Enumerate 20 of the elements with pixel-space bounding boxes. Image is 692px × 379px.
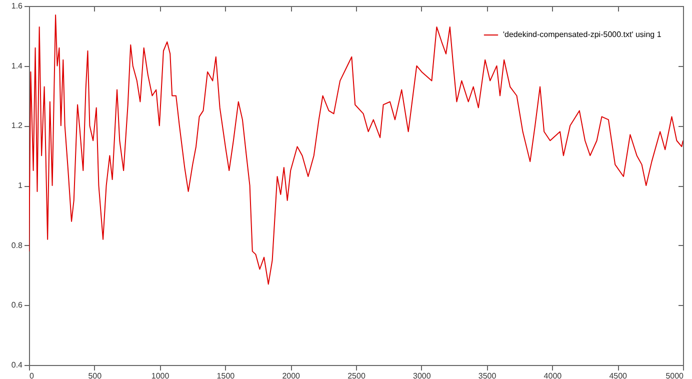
x-tick-label: 4500 <box>609 372 628 379</box>
y-tick-label: 1.6 <box>11 2 24 10</box>
x-tick-label: 2000 <box>282 372 301 379</box>
legend-label: 'dedekind-compensated-zpi-5000.txt' using 1 <box>503 30 662 39</box>
x-tick-label: 0 <box>30 372 34 379</box>
x-tick-label: 3000 <box>413 372 432 379</box>
x-tick-label: 4000 <box>544 372 562 379</box>
x-tick-label: 2500 <box>348 372 366 379</box>
y-tick-label: 1 <box>18 181 24 190</box>
y-tick-label: 0.4 <box>11 360 24 370</box>
x-tick-label: 500 <box>88 372 102 379</box>
y-tick-label: 1.4 <box>11 61 24 70</box>
x-tick-label: 3500 <box>478 372 497 379</box>
x-tick-label: 5000 <box>666 372 684 379</box>
line-series <box>29 14 683 285</box>
y-tick-label: 0.8 <box>11 240 24 250</box>
x-tick-label: 1000 <box>151 372 170 379</box>
x-tick-label: 1500 <box>216 372 236 379</box>
y-tick-label: 0.6 <box>11 300 24 310</box>
y-tick-label: 1.2 <box>11 121 24 130</box>
